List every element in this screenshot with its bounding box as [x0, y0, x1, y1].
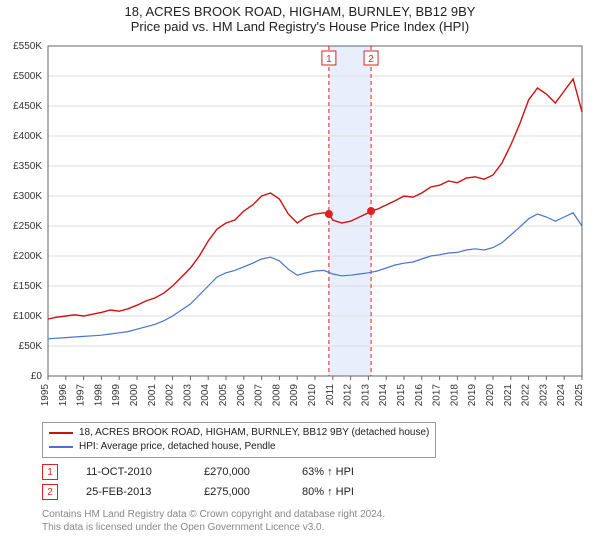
svg-text:2022: 2022	[521, 384, 532, 407]
svg-text:1997: 1997	[76, 384, 87, 407]
svg-text:2013: 2013	[360, 384, 371, 407]
svg-text:2: 2	[368, 54, 374, 65]
legend: 18, ACRES BROOK ROAD, HIGHAM, BURNLEY, B…	[42, 422, 436, 458]
svg-text:2012: 2012	[343, 384, 354, 407]
svg-text:1999: 1999	[111, 384, 122, 407]
svg-text:2011: 2011	[325, 384, 336, 406]
svg-text:£400K: £400K	[13, 131, 42, 142]
footer-line-1: Contains HM Land Registry data © Crown c…	[42, 508, 385, 521]
svg-text:2008: 2008	[271, 384, 282, 407]
svg-text:£250K: £250K	[13, 221, 42, 232]
title-line-1: 18, ACRES BROOK ROAD, HIGHAM, BURNLEY, B…	[0, 4, 600, 19]
svg-text:1996: 1996	[58, 384, 69, 407]
svg-text:1: 1	[326, 54, 332, 65]
svg-text:2000: 2000	[129, 384, 140, 407]
event-row-2: 2 25-FEB-2013 £275,000 80% ↑ HPI	[42, 482, 354, 502]
svg-text:£350K: £350K	[13, 161, 42, 172]
svg-text:2024: 2024	[556, 384, 567, 407]
svg-text:£200K: £200K	[13, 251, 42, 262]
legend-row-1: 18, ACRES BROOK ROAD, HIGHAM, BURNLEY, B…	[49, 426, 429, 440]
event-marker-2: 2	[42, 484, 58, 500]
chart-area: £0 £50K £100K £150K £200K £250K £300K £350K £400…	[0, 38, 600, 418]
footer-line-2: This data is licensed under the Open Gov…	[42, 521, 385, 534]
legend-row-2: HPI: Average price, detached house, Pend…	[49, 440, 429, 454]
legend-label-1: 18, ACRES BROOK ROAD, HIGHAM, BURNLEY, B…	[79, 426, 429, 440]
svg-text:£300K: £300K	[13, 191, 42, 202]
svg-text:2006: 2006	[236, 384, 247, 407]
svg-text:£50K: £50K	[19, 341, 43, 352]
event-hpi-1: 63% ↑ HPI	[302, 466, 354, 478]
svg-text:2010: 2010	[307, 384, 318, 407]
svg-text:£500K: £500K	[13, 71, 42, 82]
event-date-1: 11-OCT-2010	[86, 466, 176, 478]
svg-text:2025: 2025	[574, 384, 585, 407]
footer: Contains HM Land Registry data © Crown c…	[42, 508, 385, 534]
svg-text:2005: 2005	[218, 384, 229, 407]
svg-text:2001: 2001	[147, 384, 158, 407]
event-table: 1 11-OCT-2010 £270,000 63% ↑ HPI 2 25-FE…	[42, 462, 354, 502]
svg-text:2018: 2018	[449, 384, 460, 407]
svg-text:2015: 2015	[396, 384, 407, 407]
svg-text:2004: 2004	[200, 384, 211, 407]
svg-text:£100K: £100K	[13, 311, 42, 322]
svg-text:£450K: £450K	[13, 101, 42, 112]
svg-text:2023: 2023	[538, 384, 549, 407]
svg-text:1998: 1998	[93, 384, 104, 407]
event-row-1: 1 11-OCT-2010 £270,000 63% ↑ HPI	[42, 462, 354, 482]
svg-text:2003: 2003	[182, 384, 193, 407]
line-chart-svg: £0 £50K £100K £150K £200K £250K £300K £350K £400…	[0, 38, 600, 418]
event-date-2: 25-FEB-2013	[86, 486, 176, 498]
event-hpi-2: 80% ↑ HPI	[302, 486, 354, 498]
svg-text:2007: 2007	[254, 384, 265, 407]
svg-text:2019: 2019	[467, 384, 478, 407]
svg-text:2016: 2016	[414, 384, 425, 407]
title-line-2: Price paid vs. HM Land Registry's House …	[0, 19, 600, 34]
svg-text:£550K: £550K	[13, 41, 42, 52]
svg-text:2021: 2021	[503, 384, 514, 407]
event-price-1: £270,000	[204, 466, 274, 478]
event-price-2: £275,000	[204, 486, 274, 498]
svg-text:£0: £0	[31, 371, 43, 382]
svg-text:£150K: £150K	[13, 281, 42, 292]
chart-title: 18, ACRES BROOK ROAD, HIGHAM, BURNLEY, B…	[0, 0, 600, 34]
legend-label-2: HPI: Average price, detached house, Pend…	[79, 440, 276, 454]
svg-text:2014: 2014	[378, 384, 389, 407]
legend-swatch-1	[49, 432, 73, 434]
event-marker-1: 1	[42, 464, 58, 480]
svg-text:1995: 1995	[40, 384, 51, 407]
svg-text:2002: 2002	[165, 384, 176, 407]
svg-text:2017: 2017	[432, 384, 443, 407]
legend-swatch-2	[49, 446, 73, 448]
svg-text:2009: 2009	[289, 384, 300, 407]
svg-text:2020: 2020	[485, 384, 496, 407]
